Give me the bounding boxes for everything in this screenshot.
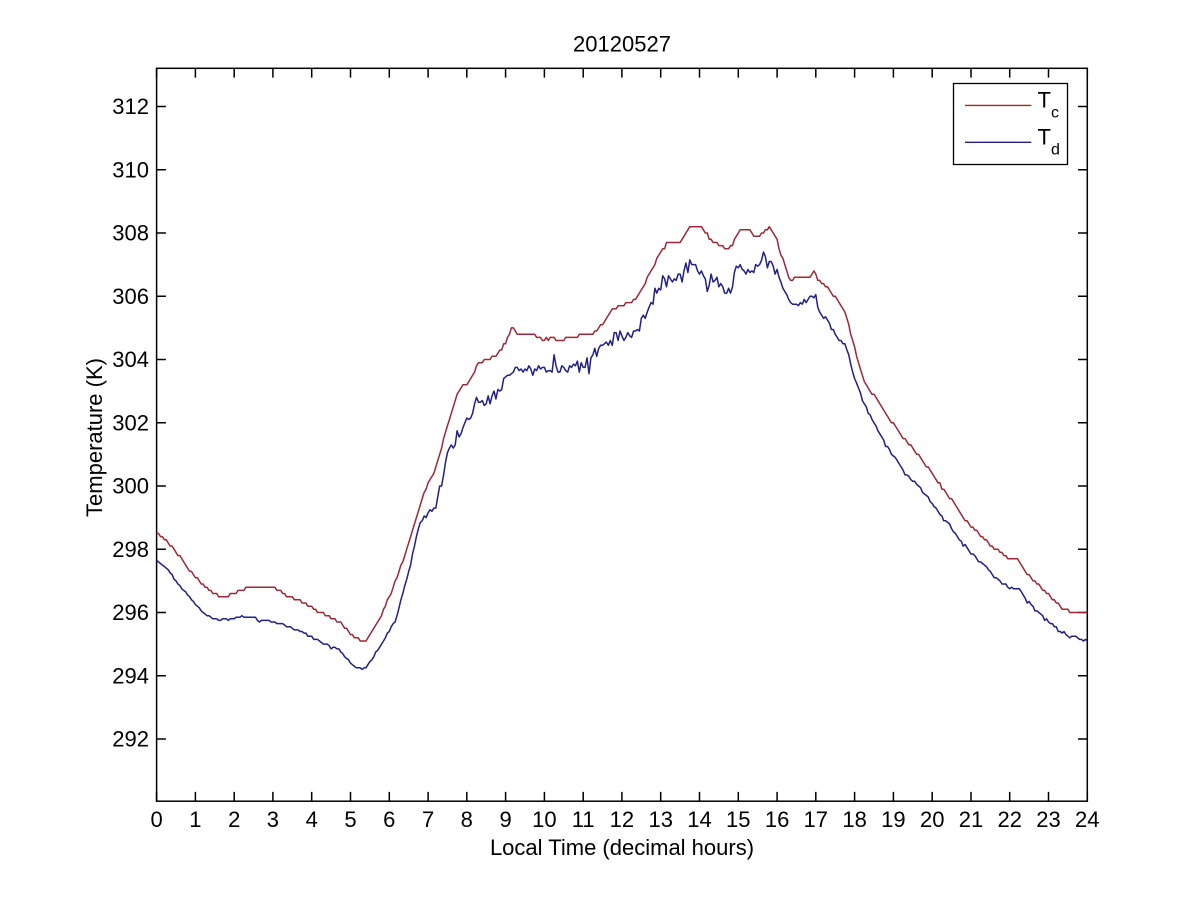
svg-text:20120527: 20120527 [573, 32, 671, 57]
svg-text:16: 16 [765, 807, 789, 832]
svg-text:17: 17 [804, 807, 828, 832]
svg-text:14: 14 [687, 807, 711, 832]
svg-text:18: 18 [842, 807, 866, 832]
svg-text:0: 0 [150, 807, 162, 832]
svg-text:12: 12 [610, 807, 634, 832]
svg-text:6: 6 [383, 807, 395, 832]
svg-text:3: 3 [267, 807, 279, 832]
svg-text:15: 15 [726, 807, 750, 832]
svg-text:304: 304 [112, 347, 149, 372]
svg-text:24: 24 [1075, 807, 1099, 832]
svg-text:298: 298 [112, 537, 149, 562]
svg-text:302: 302 [112, 410, 149, 435]
svg-text:Temperature (K): Temperature (K) [82, 358, 107, 517]
svg-text:2: 2 [228, 807, 240, 832]
svg-text:300: 300 [112, 474, 149, 499]
svg-text:8: 8 [461, 807, 473, 832]
svg-text:312: 312 [112, 94, 149, 119]
svg-text:10: 10 [532, 807, 556, 832]
svg-text:310: 310 [112, 157, 149, 182]
svg-text:294: 294 [112, 663, 149, 688]
svg-text:1: 1 [189, 807, 201, 832]
svg-text:23: 23 [1036, 807, 1060, 832]
svg-text:306: 306 [112, 284, 149, 309]
svg-text:20: 20 [920, 807, 944, 832]
svg-text:9: 9 [499, 807, 511, 832]
svg-text:11: 11 [572, 807, 595, 832]
svg-text:Local Time (decimal hours): Local Time (decimal hours) [490, 835, 754, 860]
svg-text:13: 13 [648, 807, 672, 832]
svg-text:292: 292 [112, 727, 149, 752]
svg-text:5: 5 [344, 807, 356, 832]
svg-text:4: 4 [306, 807, 318, 832]
svg-text:308: 308 [112, 221, 149, 246]
svg-text:19: 19 [881, 807, 905, 832]
svg-text:7: 7 [422, 807, 434, 832]
svg-text:296: 296 [112, 600, 149, 625]
svg-text:22: 22 [997, 807, 1021, 832]
svg-text:21: 21 [959, 807, 983, 832]
